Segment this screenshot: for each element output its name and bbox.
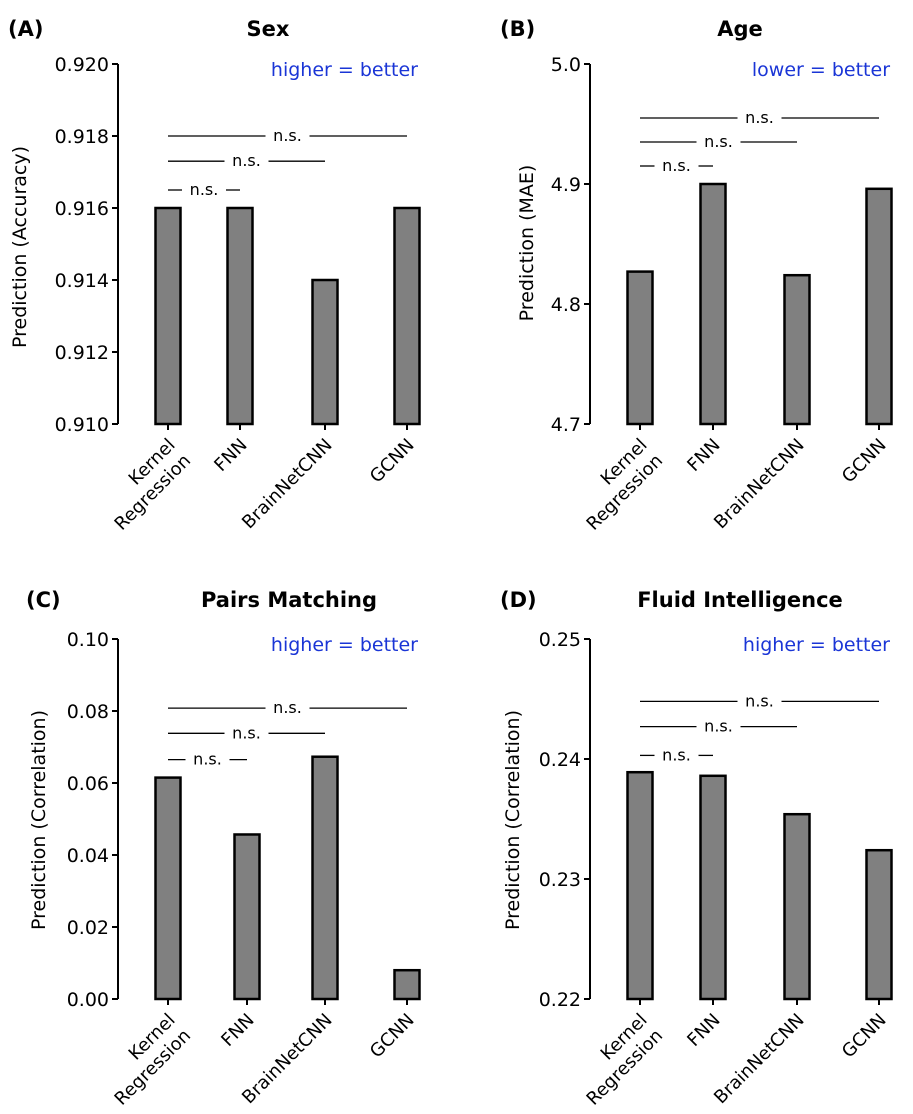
bar (783, 812, 811, 1001)
category-label: FNN (210, 435, 251, 476)
y-axis-label: Prediction (Correlation) (28, 710, 50, 930)
bar (393, 968, 421, 1001)
category-label: GCNN (838, 435, 891, 488)
category-label-line: FNN (210, 435, 251, 476)
better-note: higher = better (743, 634, 890, 656)
bar (226, 206, 254, 426)
y-tick-label: 0.920 (55, 54, 109, 76)
category-label-line: FNN (683, 1010, 724, 1051)
panel-title: Fluid Intelligence (637, 588, 843, 612)
category-label-line: GCNN (366, 1010, 419, 1063)
panel-letter: (C) (26, 588, 61, 612)
y-tick-label: 0.912 (55, 342, 109, 364)
y-tick-label: 0.10 (67, 629, 109, 651)
significance-label: n.s. (232, 151, 261, 170)
bar (311, 278, 339, 426)
significance-label: n.s. (273, 698, 302, 717)
category-label: FNN (683, 1010, 724, 1051)
y-tick-label: 0.918 (55, 126, 109, 148)
chart-marks: 0.910 0.912 0.914 0.916 0.918 0.920 KernelRegr… (55, 54, 421, 535)
significance-label: n.s. (745, 691, 774, 710)
better-note: higher = better (271, 634, 418, 656)
category-label-line: GCNN (838, 1010, 891, 1063)
panel-title: Age (717, 17, 763, 41)
panel-title: Sex (247, 17, 290, 41)
category-label-line: BrainNetCNN (710, 1010, 808, 1108)
category-label-line: GCNN (838, 435, 891, 488)
y-tick-label: 0.23 (539, 869, 581, 891)
significance-label: n.s. (273, 126, 302, 145)
chart-marks: 0.22 0.23 0.24 0.25 KernelRegression FNNBrain… (539, 629, 893, 1110)
category-label: GCNN (838, 1010, 891, 1063)
category-label: BrainNetCNN (710, 1010, 808, 1108)
category-label: GCNN (366, 1010, 419, 1063)
category-label: FNN (683, 435, 724, 476)
category-label: BrainNetCNN (238, 435, 336, 533)
panel-title: Pairs Matching (201, 588, 377, 612)
bar (311, 755, 339, 1001)
category-label: KernelRegression (95, 1010, 195, 1110)
y-tick-label: 0.22 (539, 989, 581, 1011)
significance-label: n.s. (704, 132, 733, 151)
bar (154, 776, 182, 1001)
category-label: FNN (217, 1010, 258, 1051)
bar (626, 770, 654, 1001)
category-label-line: BrainNetCNN (238, 435, 336, 533)
significance-label: n.s. (662, 156, 691, 175)
y-tick-label: 0.916 (55, 198, 109, 220)
significance-label: n.s. (190, 180, 219, 199)
y-tick-label: 0.910 (55, 414, 109, 436)
bar (699, 182, 727, 426)
y-tick-label: 0.24 (539, 749, 581, 771)
panel-letter: (D) (500, 588, 537, 612)
category-label: KernelRegression (567, 435, 667, 535)
better-note: lower = better (752, 59, 890, 81)
bar (699, 774, 727, 1001)
y-tick-label: 0.06 (67, 773, 109, 795)
y-tick-label: 0.08 (67, 701, 109, 723)
chart-marks: 4.7 4.8 4.9 5.0 KernelRegression FNNBrainNetC… (551, 54, 893, 535)
y-tick-label: 4.8 (551, 294, 581, 316)
category-label: GCNN (366, 435, 419, 488)
category-label: KernelRegression (95, 435, 195, 535)
panel-c: (C) Pairs Matching higher = better Predi… (26, 588, 421, 1110)
y-axis-label: Prediction (MAE) (516, 165, 538, 322)
chart-marks: 0.00 0.02 0.04 0.06 0.08 0.10 KernelRegression… (67, 629, 421, 1110)
y-axis-label: Prediction (Accuracy) (9, 146, 31, 348)
category-label: BrainNetCNN (710, 435, 808, 533)
y-tick-label: 0.02 (67, 917, 109, 939)
y-tick-label: 4.7 (551, 414, 581, 436)
bar (626, 270, 654, 426)
y-tick-label: 0.25 (539, 629, 581, 651)
significance-label: n.s. (232, 723, 261, 742)
category-label-line: GCNN (366, 435, 419, 488)
significance-label: n.s. (704, 717, 733, 736)
bar (865, 848, 893, 1001)
panel-d: (D) Fluid Intelligence higher = better P… (500, 588, 893, 1110)
better-note: higher = better (271, 59, 418, 81)
category-label-line: FNN (217, 1010, 258, 1051)
significance-label: n.s. (662, 745, 691, 764)
panel-b: (B) Age lower = better Prediction (MAE) … (500, 17, 893, 535)
bar (233, 833, 261, 1001)
significance-label: n.s. (745, 108, 774, 127)
bar (865, 187, 893, 426)
y-tick-label: 0.914 (55, 270, 109, 292)
panel-letter: (B) (500, 17, 535, 41)
y-tick-label: 5.0 (551, 54, 581, 76)
bar (783, 273, 811, 426)
panel-letter: (A) (8, 17, 43, 41)
bar (393, 206, 421, 426)
category-label-line: FNN (683, 435, 724, 476)
category-label-line: BrainNetCNN (710, 435, 808, 533)
panel-a: (A) Sex higher = better Prediction (Accu… (8, 17, 421, 535)
y-tick-label: 0.04 (67, 845, 109, 867)
category-label: KernelRegression (567, 1010, 667, 1110)
y-axis-label: Prediction (Correlation) (502, 710, 524, 930)
bar (154, 206, 182, 426)
y-tick-label: 4.9 (551, 174, 581, 196)
y-tick-label: 0.00 (67, 989, 109, 1011)
significance-label: n.s. (193, 750, 222, 769)
